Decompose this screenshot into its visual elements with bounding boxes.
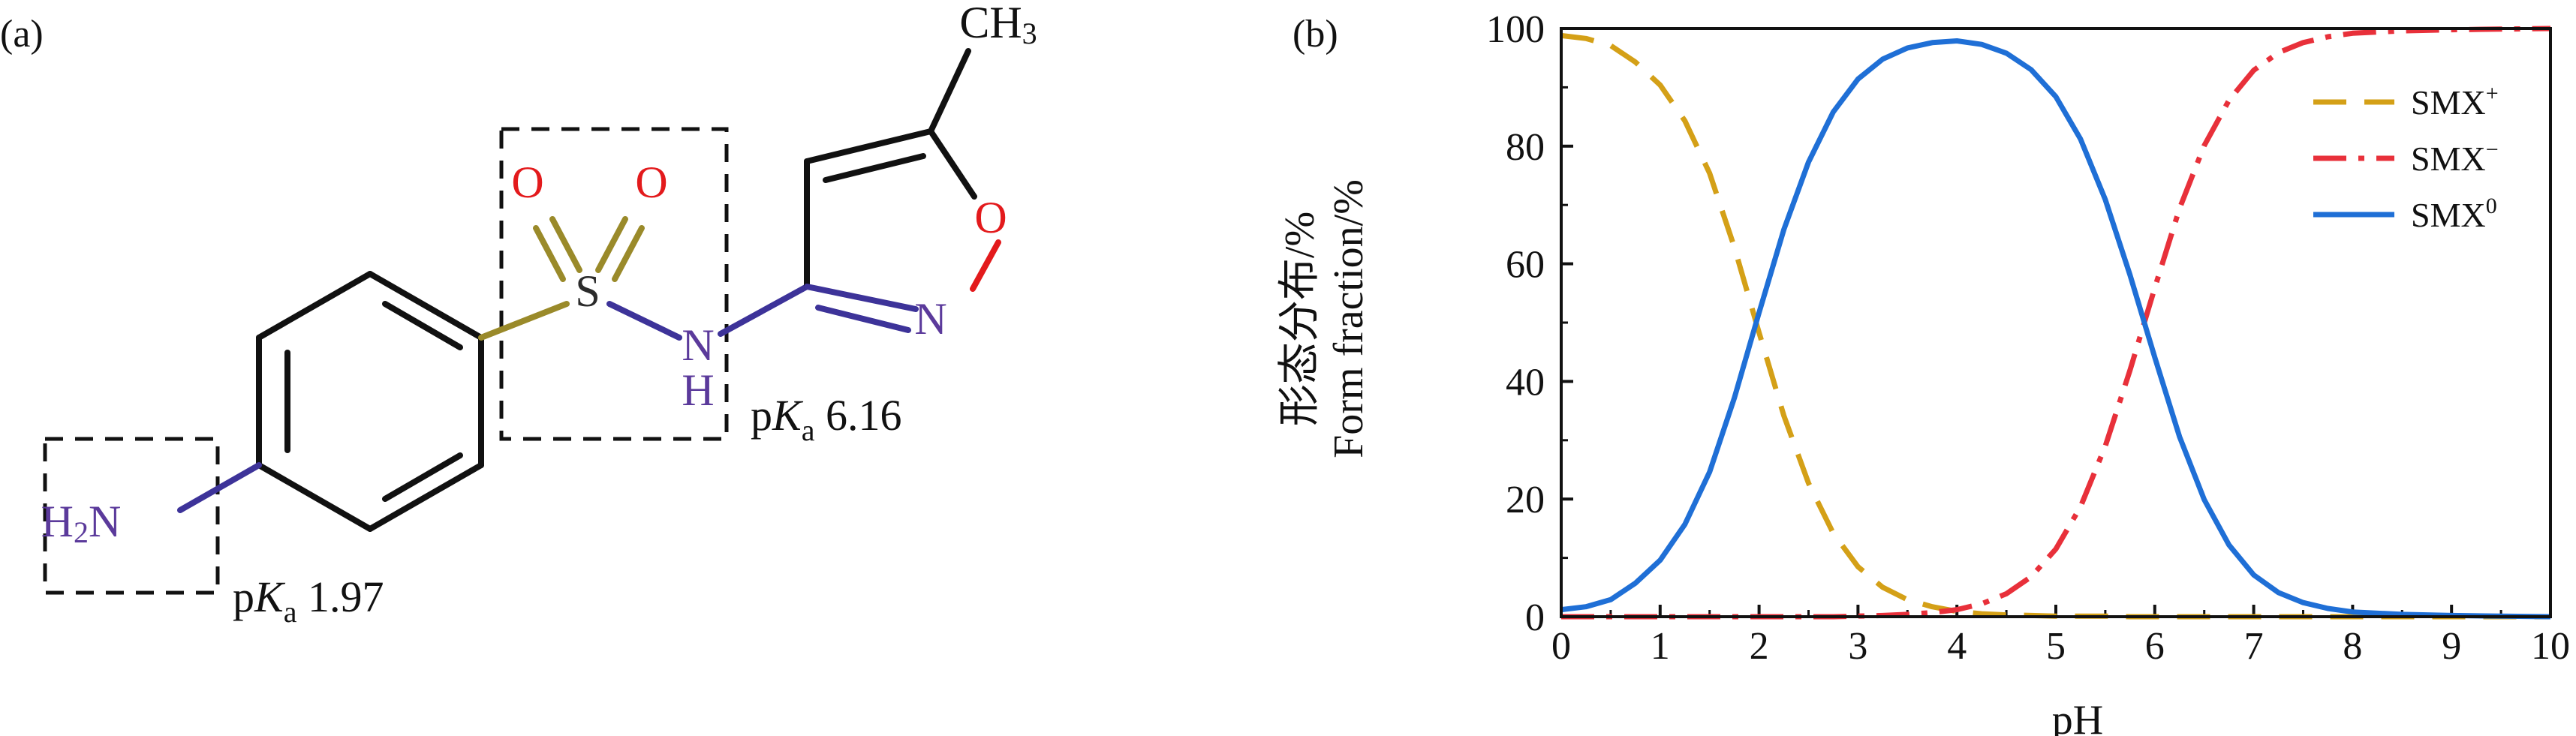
y-axis-title-en: Form fraction/% xyxy=(1326,179,1372,458)
nh-nitrogen: N xyxy=(682,320,714,370)
sulfonamide-dashed-box xyxy=(499,127,729,441)
isoxazole-ring xyxy=(804,128,1001,333)
n-c-bond xyxy=(718,284,810,337)
methyl-bond xyxy=(928,48,971,134)
plot-frame xyxy=(1560,27,2552,618)
x-tick-label: 1 xyxy=(1651,625,1670,668)
amine-label: H2N xyxy=(41,497,122,549)
isoxazole-oxygen: O xyxy=(974,193,1007,242)
isoxazole-nitrogen: N xyxy=(914,294,946,344)
series-line-1 xyxy=(1561,26,2551,620)
x-tick-label: 4 xyxy=(1947,625,1967,668)
x-tick-label: 9 xyxy=(2442,625,2461,668)
panel-a: (a) H2N S O O xyxy=(0,0,1037,629)
x-axis-title: pH xyxy=(2052,697,2103,736)
x-tick-label: 2 xyxy=(1750,625,1769,668)
sulfonyl-oxygen-2: O xyxy=(635,158,667,207)
amine-dashed-box xyxy=(43,437,220,595)
pka-label-sulfonamide: pKa 6.16 xyxy=(751,391,901,447)
panel-a-label: (a) xyxy=(0,13,44,56)
y-axis-title-cn: 形态分布/% xyxy=(1277,212,1323,426)
methyl-label: CH3 xyxy=(959,0,1037,50)
legend-label-0: SMX+ xyxy=(2411,81,2499,122)
sulfonyl-oxygen-1: O xyxy=(511,158,543,207)
amine-bond xyxy=(177,462,262,513)
x-tick-label: 5 xyxy=(2046,625,2066,668)
legend: SMX+ SMX− SMX0 xyxy=(2313,81,2499,234)
panel-b: (b) 形态分布/% Form fraction/% pH 0 1 2 3 4 5 6 7 8 9… xyxy=(1277,8,2570,736)
s-n-bond xyxy=(606,301,682,341)
benzene-ring xyxy=(256,271,484,532)
y-tick-label: 0 xyxy=(1525,596,1545,639)
legend-label-1: SMX− xyxy=(2411,137,2499,178)
x-tick-label: 6 xyxy=(2145,625,2165,668)
y-tick-label: 100 xyxy=(1486,8,1545,51)
nh-hydrogen: H xyxy=(682,365,714,415)
y-tick-label: 20 xyxy=(1506,479,1545,521)
x-tick-label: 10 xyxy=(2531,625,2570,668)
x-tick-label: 0 xyxy=(1551,625,1571,668)
panel-b-label: (b) xyxy=(1293,13,1338,56)
c-s-bond xyxy=(478,301,570,341)
series-line-0 xyxy=(1560,32,2550,620)
x-tick-label: 7 xyxy=(2244,625,2264,668)
series-lines xyxy=(1560,26,2551,620)
legend-label-2: SMX0 xyxy=(2411,194,2497,234)
x-tick-label: 3 xyxy=(1848,625,1867,668)
x-tick-label: 8 xyxy=(2343,625,2362,668)
sulfur-atom: S xyxy=(575,266,600,316)
y-tick-label: 60 xyxy=(1506,244,1545,287)
pka-label-amine: pKa 1.97 xyxy=(233,572,384,629)
y-tick-label: 80 xyxy=(1506,126,1545,169)
y-tick-label: 40 xyxy=(1506,361,1545,404)
series-line-2 xyxy=(1560,38,2551,620)
